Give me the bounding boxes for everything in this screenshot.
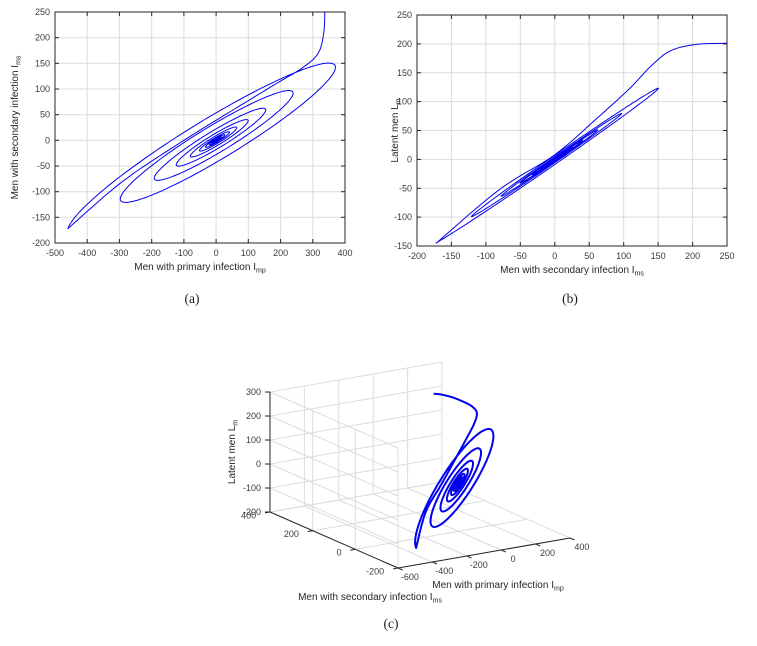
svg-text:Men with secondary infection I: Men with secondary infection Ims xyxy=(298,592,442,605)
svg-text:400: 400 xyxy=(241,510,256,520)
svg-text:250: 250 xyxy=(719,251,734,261)
svg-text:50: 50 xyxy=(40,110,50,120)
svg-text:300: 300 xyxy=(305,248,320,258)
caption-b: (b) xyxy=(562,291,578,306)
svg-text:400: 400 xyxy=(337,248,352,258)
svg-text:0: 0 xyxy=(336,548,341,558)
phase-plot-b-ims-vs-lm: -200 -150 -100 -50 0 50 100 150 200 250-150-100-5… xyxy=(390,10,735,278)
svg-text:-50: -50 xyxy=(37,161,50,171)
svg-text:250: 250 xyxy=(397,10,412,20)
svg-text:150: 150 xyxy=(397,68,412,78)
svg-text:200: 200 xyxy=(246,411,261,421)
caption-c: (c) xyxy=(383,616,399,631)
svg-text:400: 400 xyxy=(574,542,589,552)
svg-text:-600: -600 xyxy=(401,572,419,582)
svg-text:-200: -200 xyxy=(32,238,50,248)
svg-text:-200: -200 xyxy=(470,560,488,570)
svg-text:Latent men Lm: Latent men Lm xyxy=(227,420,240,484)
svg-text:50: 50 xyxy=(584,251,594,261)
svg-text:0: 0 xyxy=(511,554,516,564)
phase-plot-a-imp-vs-ims: -500 -400 -300 -200 -100 0 100 200 300 400-200-15… xyxy=(10,7,353,275)
svg-text:100: 100 xyxy=(246,435,261,445)
svg-text:200: 200 xyxy=(397,39,412,49)
svg-text:-400: -400 xyxy=(78,248,96,258)
svg-text:0: 0 xyxy=(407,154,412,164)
svg-text:-100: -100 xyxy=(477,251,495,261)
svg-text:Men with secondary infection I: Men with secondary infection Ims xyxy=(500,265,644,278)
svg-text:200: 200 xyxy=(685,251,700,261)
svg-text:-150: -150 xyxy=(32,212,50,222)
svg-text:-200: -200 xyxy=(408,251,426,261)
svg-text:-50: -50 xyxy=(399,183,412,193)
svg-text:100: 100 xyxy=(397,97,412,107)
svg-text:100: 100 xyxy=(616,251,631,261)
svg-text:-100: -100 xyxy=(243,483,261,493)
svg-text:0: 0 xyxy=(45,135,50,145)
svg-text:Men with primary infection Imp: Men with primary infection Imp xyxy=(432,580,564,593)
phase-plot-c-3d: -600-400-2000200400-2000200400-200-10001… xyxy=(227,361,589,605)
svg-text:-400: -400 xyxy=(435,566,453,576)
svg-text:100: 100 xyxy=(241,248,256,258)
svg-text:-100: -100 xyxy=(175,248,193,258)
svg-text:200: 200 xyxy=(273,248,288,258)
svg-text:Latent men Lm: Latent men Lm xyxy=(390,98,403,162)
svg-text:-150: -150 xyxy=(394,241,412,251)
svg-text:250: 250 xyxy=(35,7,50,17)
svg-text:-200: -200 xyxy=(243,507,261,517)
svg-text:0: 0 xyxy=(256,459,261,469)
svg-text:-100: -100 xyxy=(32,187,50,197)
caption-a: (a) xyxy=(184,291,200,306)
svg-text:-150: -150 xyxy=(442,251,460,261)
svg-text:150: 150 xyxy=(35,58,50,68)
svg-text:50: 50 xyxy=(402,126,412,136)
svg-text:0: 0 xyxy=(214,248,219,258)
svg-text:Men with primary infection Imp: Men with primary infection Imp xyxy=(134,262,266,275)
svg-text:-500: -500 xyxy=(46,248,64,258)
svg-text:-200: -200 xyxy=(366,566,384,576)
svg-text:300: 300 xyxy=(246,387,261,397)
svg-text:200: 200 xyxy=(540,548,555,558)
svg-text:-50: -50 xyxy=(514,251,527,261)
svg-text:200: 200 xyxy=(35,33,50,43)
svg-text:-200: -200 xyxy=(143,248,161,258)
svg-text:200: 200 xyxy=(284,529,299,539)
svg-text:0: 0 xyxy=(552,251,557,261)
svg-text:-300: -300 xyxy=(110,248,128,258)
svg-text:100: 100 xyxy=(35,84,50,94)
svg-text:Men with secondary infection I: Men with secondary infection Ims xyxy=(10,55,23,199)
svg-text:-100: -100 xyxy=(394,212,412,222)
svg-text:150: 150 xyxy=(651,251,666,261)
